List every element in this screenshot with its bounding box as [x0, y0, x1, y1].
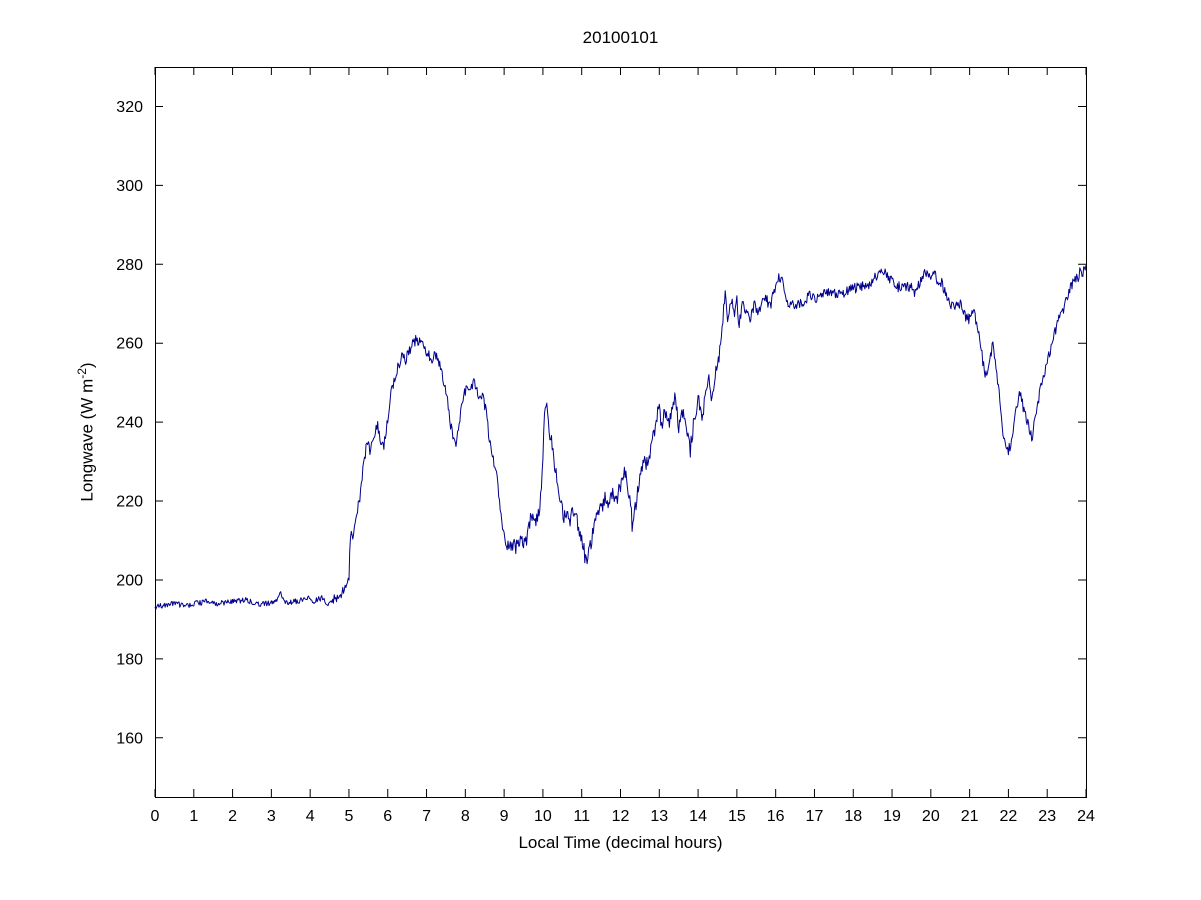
x-tick-label: 14 [689, 808, 707, 825]
x-tick-label: 21 [961, 808, 979, 825]
x-tick-label: 6 [383, 808, 392, 825]
y-tick-label: 300 [116, 178, 143, 195]
y-tick-label: 260 [116, 336, 143, 353]
data-line [154, 265, 1087, 610]
x-tick-label: 13 [650, 808, 668, 825]
x-tick-label: 12 [612, 808, 630, 825]
y-tick-label: 220 [116, 494, 143, 511]
x-tick-label: 5 [345, 808, 354, 825]
y-tick-label: 280 [116, 257, 143, 274]
x-tick-label: 15 [728, 808, 746, 825]
x-tick-label: 17 [806, 808, 824, 825]
x-tick-label: 1 [189, 808, 198, 825]
axis-ticks [154, 67, 1087, 797]
x-tick-label: 9 [500, 808, 509, 825]
y-axis-label-close: ) [77, 362, 97, 369]
x-axis-label: Local Time (decimal hours) [518, 833, 723, 852]
x-tick-label: 24 [1077, 808, 1095, 825]
x-tick-label: 18 [844, 808, 862, 825]
x-tick-label: 20 [922, 808, 940, 825]
y-tick-label: 240 [116, 415, 143, 432]
x-tick-label: 10 [534, 808, 552, 825]
y-axis-label-text: Longwave (W m [77, 378, 97, 502]
y-axis-label-superscript: -2 [75, 368, 89, 379]
x-tick-label: 11 [573, 808, 590, 825]
x-tick-label: 16 [767, 808, 785, 825]
x-tick-label: 8 [461, 808, 470, 825]
x-tick-label: 22 [1000, 808, 1018, 825]
x-tick-label: 19 [883, 808, 901, 825]
chart-title: 20100101 [582, 28, 659, 47]
x-tick-label: 0 [151, 808, 160, 825]
x-tick-label: 4 [306, 808, 315, 825]
x-tick-label: 23 [1038, 808, 1056, 825]
x-tick-label: 7 [422, 808, 431, 825]
y-tick-label: 200 [116, 572, 143, 589]
y-tick-label: 160 [116, 730, 143, 747]
y-tick-label: 180 [116, 651, 143, 668]
y-axis-label: Longwave (W m-2) [75, 272, 97, 592]
x-tick-label: 3 [267, 808, 276, 825]
y-tick-label: 320 [116, 99, 143, 116]
plot-border [155, 67, 1087, 798]
x-tick-label: 2 [228, 808, 237, 825]
